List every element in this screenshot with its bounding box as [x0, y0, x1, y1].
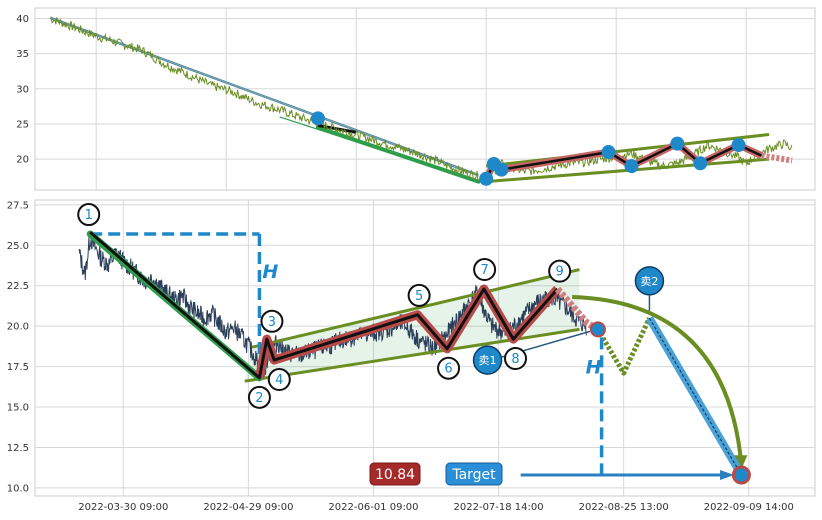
pivot-label-text-2: 2	[255, 391, 263, 406]
sell-path-core	[648, 317, 742, 476]
pivot-label-5	[407, 283, 431, 307]
pivot-label-text-8: 8	[511, 352, 519, 367]
x-tick-label: 2022-09-09 14:00	[704, 502, 794, 513]
x-tick-label: 2022-07-18 14:00	[454, 502, 544, 513]
pivot-label-text-3: 3	[268, 315, 276, 330]
trend-line	[50, 16, 479, 176]
y-tick-label: 25	[16, 119, 29, 130]
y-tick-label: 20.0	[7, 322, 29, 333]
plot-area	[34, 7, 816, 191]
pivot-label-text-7: 7	[480, 263, 488, 278]
badges: 10.84 Target	[369, 462, 503, 486]
projection-path	[595, 317, 652, 376]
down-leg	[315, 125, 481, 184]
pivot-marker	[601, 145, 616, 160]
pivot-label-1	[77, 203, 101, 227]
arc-arrowhead	[733, 455, 748, 472]
value-badge-text: 10.84	[375, 467, 415, 483]
arc-arrow	[572, 295, 744, 466]
pivot-marker	[670, 136, 685, 151]
value-badge	[369, 462, 421, 486]
pivot-marker	[479, 171, 494, 186]
x-tick-label: 2022-04-29 09:00	[203, 502, 293, 513]
y-tick-label: 22.5	[7, 281, 29, 292]
y-tick-label: 35	[16, 49, 29, 60]
target-badge-text: Target	[451, 467, 496, 483]
x-tick-label: 2022-03-30 09:00	[78, 502, 168, 513]
bottom-panel: 10.0 12.5 15.0 17.5 20.0 22.5 25.0 27.5 2022-03-…	[7, 199, 816, 513]
channel-upper	[251, 268, 580, 349]
x-tick-label: 2022-08-25 13:00	[579, 502, 669, 513]
top-panel: 20 25 30 35 40	[16, 7, 816, 191]
y-tick-label: 17.5	[7, 362, 29, 373]
pivot-marker	[731, 138, 746, 153]
pivot-label-text-5: 5	[415, 289, 423, 304]
pivot-marker	[310, 111, 325, 126]
target-badge	[445, 462, 503, 486]
channel-lower	[244, 327, 580, 383]
y-tick-label: 40	[16, 14, 29, 25]
y-tick-label: 12.5	[7, 443, 29, 454]
pivot-marker	[693, 156, 708, 171]
h-label-left: H	[262, 261, 278, 283]
zigzag-core	[89, 231, 559, 380]
y-tick-label: 10.0	[7, 483, 29, 494]
y-tick-label: 15.0	[7, 403, 29, 414]
zigzag-tail	[554, 286, 600, 333]
sell-1-badge-text: 卖1	[479, 354, 497, 367]
pivot-label-4	[267, 368, 291, 392]
pivot-marker	[494, 162, 509, 177]
channel-fill	[244, 269, 580, 382]
pivot-label-7	[473, 258, 497, 282]
turn-circle	[589, 321, 606, 338]
y-tick-label: 20	[16, 155, 29, 166]
pivot-label-text-6: 6	[444, 362, 452, 377]
pivot-label-text-4: 4	[275, 373, 283, 388]
y-tick-label: 27.5	[7, 200, 29, 211]
pivot-label-6	[437, 356, 461, 380]
pivot-marker	[624, 159, 639, 174]
x-tick-label: 2022-06-01 09:00	[328, 502, 418, 513]
h-label-right: H	[586, 356, 602, 378]
pivot-label-2	[247, 385, 271, 409]
y-tick-label: 30	[16, 84, 29, 95]
sell-2-badge-text: 卖2	[640, 275, 658, 288]
channel-upper	[486, 133, 770, 168]
target-arrowhead	[720, 469, 735, 480]
pivot-label-9	[548, 259, 572, 283]
target-circle	[731, 465, 751, 485]
sell-1-badge	[472, 345, 503, 375]
zigzag-tail	[761, 152, 793, 164]
pivot-label-text-1: 1	[85, 208, 93, 223]
pivot-label-8	[504, 347, 528, 371]
y-tick-label: 25.0	[7, 241, 29, 252]
pivot-label-text-9: 9	[556, 265, 564, 280]
pivot-label-3	[260, 309, 284, 333]
